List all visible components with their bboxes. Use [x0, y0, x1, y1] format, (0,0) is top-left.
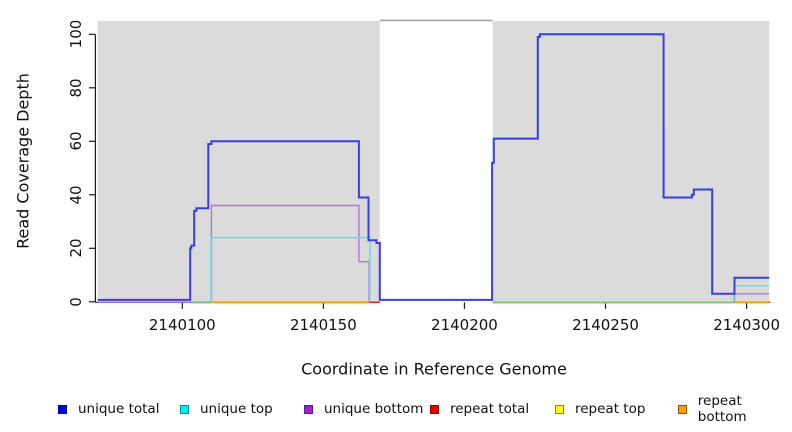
legend-item-repeat-total: repeat total	[430, 401, 529, 417]
series-group	[97, 33, 770, 304]
y-tick-label: 100	[67, 19, 85, 49]
x-tick-label: 2140250	[572, 316, 639, 334]
y-axis-title: Read Coverage Depth	[13, 73, 33, 249]
legend-swatch-icon	[678, 404, 687, 414]
y-tick-label: 40	[67, 185, 85, 205]
legend-item-repeat-bottom: repeat bottom	[678, 393, 792, 425]
legend-swatch-icon	[58, 404, 67, 414]
legend-swatch-icon	[180, 404, 189, 414]
legend-label: repeat total	[450, 401, 530, 417]
legend-label: unique top	[200, 401, 273, 417]
y-tick-label: 60	[67, 131, 85, 151]
series-unique-total	[97, 33, 770, 301]
legend-item-unique-bottom: unique bottom	[304, 401, 423, 417]
x-axis-title: Coordinate in Reference Genome	[301, 359, 567, 379]
y-tick-label: 20	[67, 238, 85, 258]
legend-swatch-icon	[555, 404, 564, 414]
x-tick-label: 2140150	[289, 316, 357, 334]
legend-swatch-icon	[430, 404, 439, 414]
legend-label: repeat bottom	[697, 393, 747, 425]
legend-item-repeat-top: repeat top	[555, 401, 645, 417]
y-tick-label: 0	[67, 297, 85, 307]
x-tick-label: 2140100	[148, 316, 216, 334]
x-tick-label: 2140300	[713, 316, 780, 334]
legend-item-unique-total: unique total	[58, 401, 159, 417]
y-tick-label: 80	[67, 78, 85, 98]
series-unique-top	[210, 236, 371, 302]
legend-swatch-icon	[304, 404, 313, 414]
shaded-region	[492, 21, 770, 303]
legend-label: unique bottom	[324, 401, 424, 417]
legend-label: unique total	[78, 401, 160, 417]
legend-label: repeat top	[575, 401, 646, 417]
legend: unique total unique top unique bottom repea…	[0, 393, 792, 425]
legend-item-unique-top: unique top	[180, 401, 273, 417]
x-tick-label: 2140200	[431, 316, 498, 334]
shaded-region	[97, 21, 380, 303]
